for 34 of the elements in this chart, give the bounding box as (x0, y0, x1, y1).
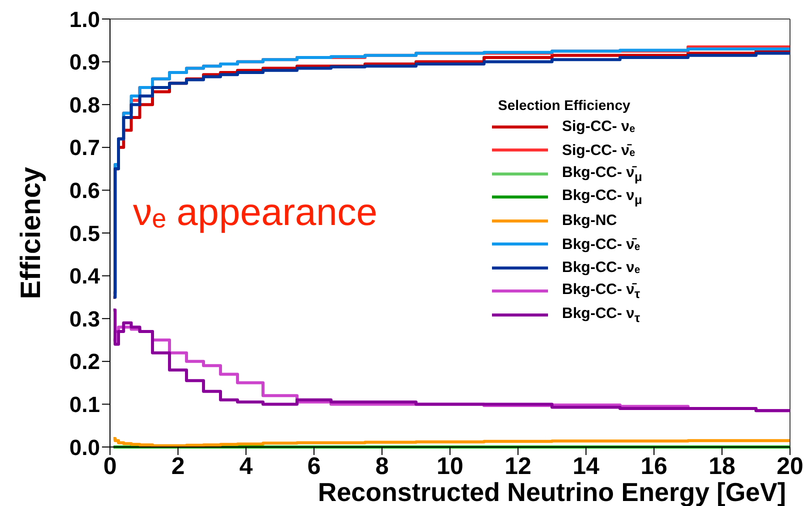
legend-label: Sig-CC- νₑ (562, 118, 636, 136)
legend-label: Bkg-CC- νₑ (562, 259, 640, 276)
x-tick-label: 4 (239, 453, 254, 480)
x-tick-label: 6 (307, 453, 321, 480)
y-tick-label: 0.1 (69, 392, 100, 418)
y-tick-label: 0.2 (69, 349, 100, 374)
legend-label: Bkg-CC- ν̄ₑ (562, 236, 640, 253)
legend-label: Bkg-NC (562, 212, 617, 230)
y-tick-label: 0.9 (69, 50, 100, 75)
x-tick-label: 2 (171, 453, 185, 480)
y-tick-label: 0.0 (69, 434, 100, 460)
x-tick-label: 12 (504, 453, 532, 480)
y-tick-label: 0.8 (69, 92, 100, 118)
annotation: νₑ appearance (133, 192, 378, 235)
y-tick-label: 0.5 (69, 220, 100, 246)
legend-label: Bkg-CC- ν$_{τ}$ (562, 304, 640, 325)
legend-label: Bkg-CC- ν̄$_{μ}$ (562, 164, 642, 184)
y-tick-label: 0.7 (69, 135, 100, 160)
legend-title: Selection Efficiency (498, 97, 632, 113)
x-tick-label: 8 (375, 453, 389, 480)
y-tick-label: 0.3 (69, 306, 100, 332)
x-tick-label: 20 (776, 453, 804, 480)
x-tick-label: 18 (708, 453, 736, 480)
x-tick-label: 16 (640, 453, 668, 480)
x-tick-label: 14 (572, 453, 600, 480)
x-tick-label: 0 (103, 453, 117, 480)
y-tick-label: 1.0 (69, 6, 100, 32)
y-axis-title: Efficiency (14, 166, 46, 300)
x-tick-label: 10 (436, 453, 464, 480)
y-tick-label: 0.6 (69, 178, 100, 204)
y-tick-label: 0.4 (69, 264, 101, 289)
legend-label: Bkg-CC- ν̄$_{τ}$ (562, 281, 640, 302)
legend-label: Bkg-CC- ν$_{μ}$ (562, 187, 642, 208)
legend-label: Sig-CC- ν̄ₑ (562, 142, 636, 159)
